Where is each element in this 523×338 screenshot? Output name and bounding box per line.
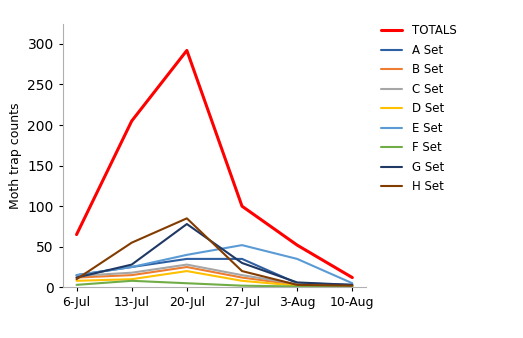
G Set [349,283,356,287]
H Set [294,283,300,287]
D Set [239,279,245,283]
Line: F Set: F Set [76,281,353,287]
A Set [73,273,79,277]
G Set [73,275,79,280]
C Set [129,271,135,275]
Y-axis label: Moth trap counts: Moth trap counts [9,102,22,209]
Line: B Set: B Set [76,267,353,286]
TOTALS [73,233,79,237]
Line: TOTALS: TOTALS [76,50,353,277]
E Set [294,257,300,261]
H Set [73,277,79,281]
F Set [239,284,245,288]
F Set [129,279,135,283]
G Set [129,263,135,267]
TOTALS [184,48,190,52]
B Set [349,284,356,288]
D Set [129,277,135,281]
H Set [184,216,190,220]
Line: C Set: C Set [76,265,353,286]
D Set [294,284,300,288]
C Set [294,282,300,286]
C Set [73,274,79,278]
B Set [184,265,190,269]
E Set [129,265,135,269]
F Set [349,285,356,289]
G Set [294,281,300,285]
F Set [184,281,190,285]
E Set [349,281,356,285]
Line: A Set: A Set [76,259,353,285]
A Set [294,281,300,285]
F Set [73,283,79,287]
TOTALS [349,275,356,280]
D Set [73,279,79,283]
B Set [239,275,245,280]
D Set [184,269,190,273]
A Set [129,265,135,269]
C Set [239,273,245,277]
C Set [184,263,190,267]
D Set [349,285,356,289]
E Set [239,243,245,247]
E Set [73,273,79,277]
H Set [129,241,135,245]
G Set [184,222,190,226]
C Set [349,284,356,288]
B Set [294,283,300,287]
B Set [129,273,135,277]
Legend: TOTALS, A Set, B Set, C Set, D Set, E Set, F Set, G Set, H Set: TOTALS, A Set, B Set, C Set, D Set, E Se… [381,24,457,193]
TOTALS [129,119,135,123]
Line: D Set: D Set [76,271,353,287]
F Set [294,285,300,289]
H Set [349,284,356,288]
A Set [239,257,245,261]
Line: G Set: G Set [76,224,353,285]
E Set [184,253,190,257]
G Set [239,261,245,265]
A Set [184,257,190,261]
Line: H Set: H Set [76,218,353,286]
A Set [349,283,356,287]
H Set [239,269,245,273]
TOTALS [294,243,300,247]
B Set [73,275,79,280]
TOTALS [239,204,245,208]
Line: E Set: E Set [76,245,353,283]
